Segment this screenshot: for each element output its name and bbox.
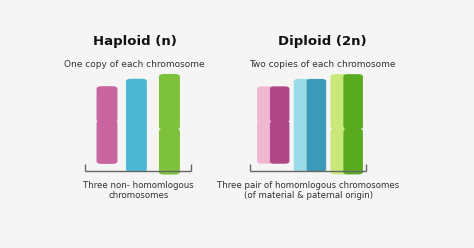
FancyBboxPatch shape [307,79,326,172]
Ellipse shape [349,125,357,133]
FancyBboxPatch shape [343,74,363,129]
FancyBboxPatch shape [270,86,290,122]
Text: Two copies of each chromosome: Two copies of each chromosome [249,60,395,69]
FancyBboxPatch shape [330,74,350,129]
FancyBboxPatch shape [330,129,350,174]
Text: Three non- homomlogous
chromosomes: Three non- homomlogous chromosomes [83,181,193,200]
FancyBboxPatch shape [97,121,118,164]
Ellipse shape [337,125,344,133]
FancyBboxPatch shape [257,121,276,164]
FancyBboxPatch shape [159,74,180,129]
Ellipse shape [165,125,173,133]
Ellipse shape [276,119,283,124]
Text: One copy of each chromosome: One copy of each chromosome [64,60,205,69]
Text: Three pair of homomlogous chromosomes
(of material & paternal origin): Three pair of homomlogous chromosomes (o… [217,181,400,200]
Text: Haploid (n): Haploid (n) [92,35,176,49]
FancyBboxPatch shape [159,129,180,175]
FancyBboxPatch shape [97,86,118,122]
Ellipse shape [263,119,271,124]
FancyBboxPatch shape [126,79,147,172]
FancyBboxPatch shape [343,129,363,174]
FancyBboxPatch shape [270,121,290,164]
Ellipse shape [103,119,111,124]
FancyBboxPatch shape [294,79,313,172]
FancyBboxPatch shape [257,86,276,122]
Text: Diploid (2n): Diploid (2n) [278,35,366,49]
